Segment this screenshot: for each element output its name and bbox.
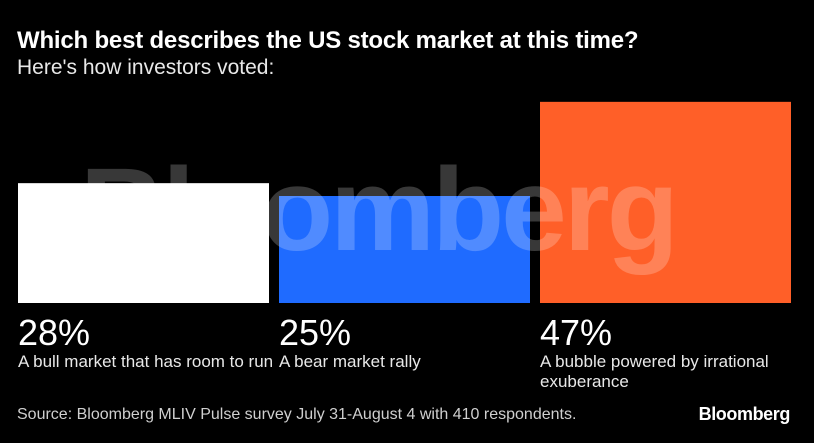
category-label: A bull market that has room to run xyxy=(18,352,274,371)
value-label: 25% xyxy=(279,312,352,353)
bloomberg-logo: Bloomberg xyxy=(698,404,791,424)
category-label: A bear market rally xyxy=(279,352,421,371)
value-label: 47% xyxy=(540,312,613,353)
bar xyxy=(279,196,530,303)
source-note: Source: Bloomberg MLIV Pulse survey July… xyxy=(17,406,577,423)
bar xyxy=(18,183,269,303)
chart-title: Which best describes the US stock market… xyxy=(17,27,639,54)
chart-subtitle: Here's how investors voted: xyxy=(17,56,275,79)
bar xyxy=(540,101,791,303)
category-label: A bubble powered by irrational exuberanc… xyxy=(540,352,769,391)
value-label: 28% xyxy=(18,312,91,353)
